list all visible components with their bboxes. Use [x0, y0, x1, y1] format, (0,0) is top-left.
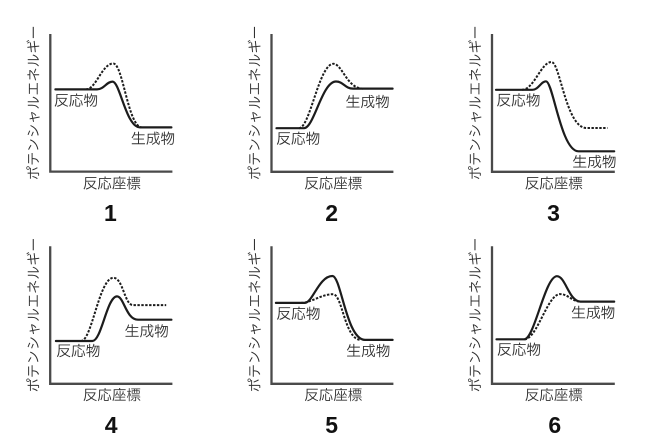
svg-text:6: 6: [548, 412, 561, 438]
svg-text:2: 2: [325, 200, 338, 226]
svg-text:3: 3: [547, 200, 560, 226]
svg-text:1: 1: [104, 200, 117, 226]
svg-text:5: 5: [325, 412, 338, 438]
svg-text:4: 4: [105, 412, 118, 438]
